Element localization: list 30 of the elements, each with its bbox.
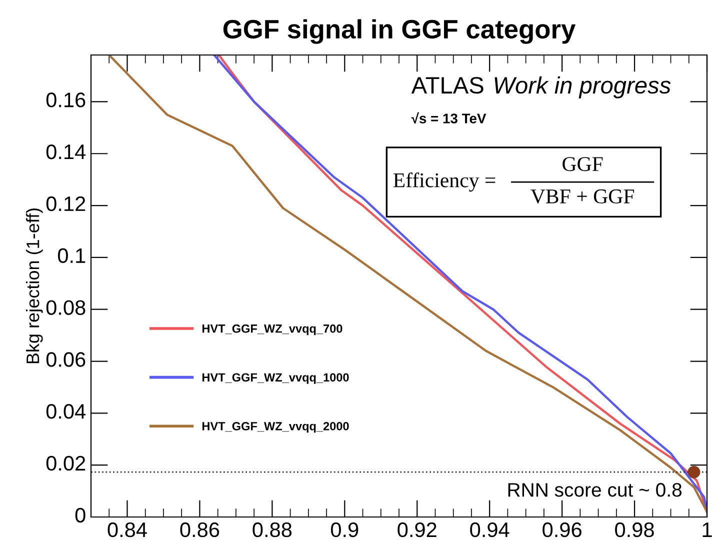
y-tick-label: 0.04 (46, 404, 86, 419)
y-tick-label: 0.02 (46, 456, 86, 471)
x-tick-label: 0.98 (615, 522, 654, 538)
y-tick-label: 0.08 (46, 300, 86, 315)
x-tick-label: 0.86 (180, 522, 220, 538)
x-tick-label: 0.92 (398, 522, 436, 538)
annotation: Efficiency = (393, 172, 496, 192)
x-tick-label: 0.94 (470, 522, 510, 538)
x-tick-label: 0.88 (252, 522, 292, 538)
ref-line-label: RNN score cut ~ 0.8 (508, 482, 682, 497)
x-tick-label: 0.84 (108, 522, 147, 538)
chart-title: GGF signal in GGF category (223, 19, 576, 44)
y-tick-label: 0 (75, 508, 86, 523)
annotation: √s = 13 TeV (411, 112, 486, 124)
y-tick-label: 0.12 (46, 196, 86, 212)
y-axis-title: Bkg rejection (1-eff) (26, 208, 43, 364)
y-tick-label: 0.1 (58, 248, 86, 264)
annotation: VBF + GGF (530, 189, 634, 204)
x-tick-label: 0.96 (542, 522, 582, 538)
x-tick-label: 1 (702, 522, 712, 537)
y-tick-label: 0.14 (46, 144, 86, 160)
y-tick-label: 0.06 (46, 352, 86, 367)
legend-label: HVT_GGF_WZ_vvqq_2000 (202, 422, 349, 433)
legend-label: HVT_GGF_WZ_vvqq_1000 (202, 373, 349, 384)
y-tick-label: 0.16 (46, 92, 86, 108)
legend-label: HVT_GGF_WZ_vvqq_700 (202, 324, 342, 336)
annotation: ATLAS (411, 76, 484, 94)
annotation: GGF (562, 157, 603, 172)
annotation: Work in progress (494, 76, 671, 98)
x-tick-label: 0.9 (330, 522, 358, 538)
